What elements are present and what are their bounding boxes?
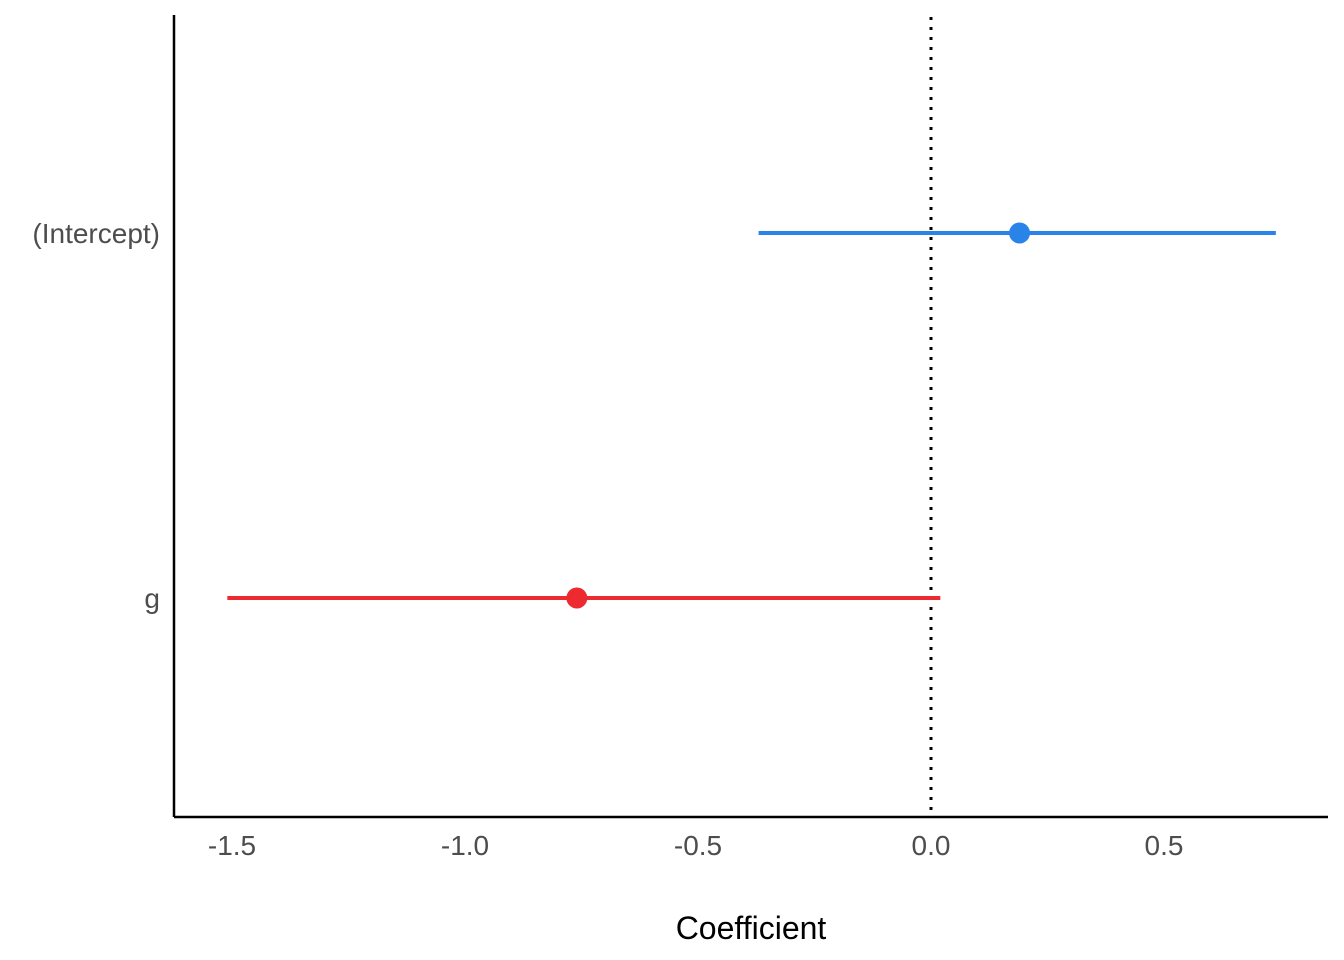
x-tick-label: -1.0 (441, 830, 489, 861)
estimate-points (566, 222, 1031, 609)
confidence-intervals (227, 231, 1276, 600)
x-tick-label: -0.5 (674, 830, 722, 861)
x-tick-label: 0.5 (1145, 830, 1184, 861)
plot-area (227, 17, 1276, 817)
y-tick-label: (Intercept) (32, 218, 160, 249)
y-axis-ticks: (Intercept) g (32, 218, 160, 614)
x-tick-label: -1.5 (208, 830, 256, 861)
y-tick-label: g (144, 583, 160, 614)
estimate-point (1009, 222, 1031, 244)
x-tick-label: 0.0 (912, 830, 951, 861)
estimate-point (566, 587, 588, 609)
x-axis-title: Coefficient (676, 910, 827, 946)
x-axis-ticks: -1.5 -1.0 -0.5 0.0 0.5 (208, 830, 1184, 861)
